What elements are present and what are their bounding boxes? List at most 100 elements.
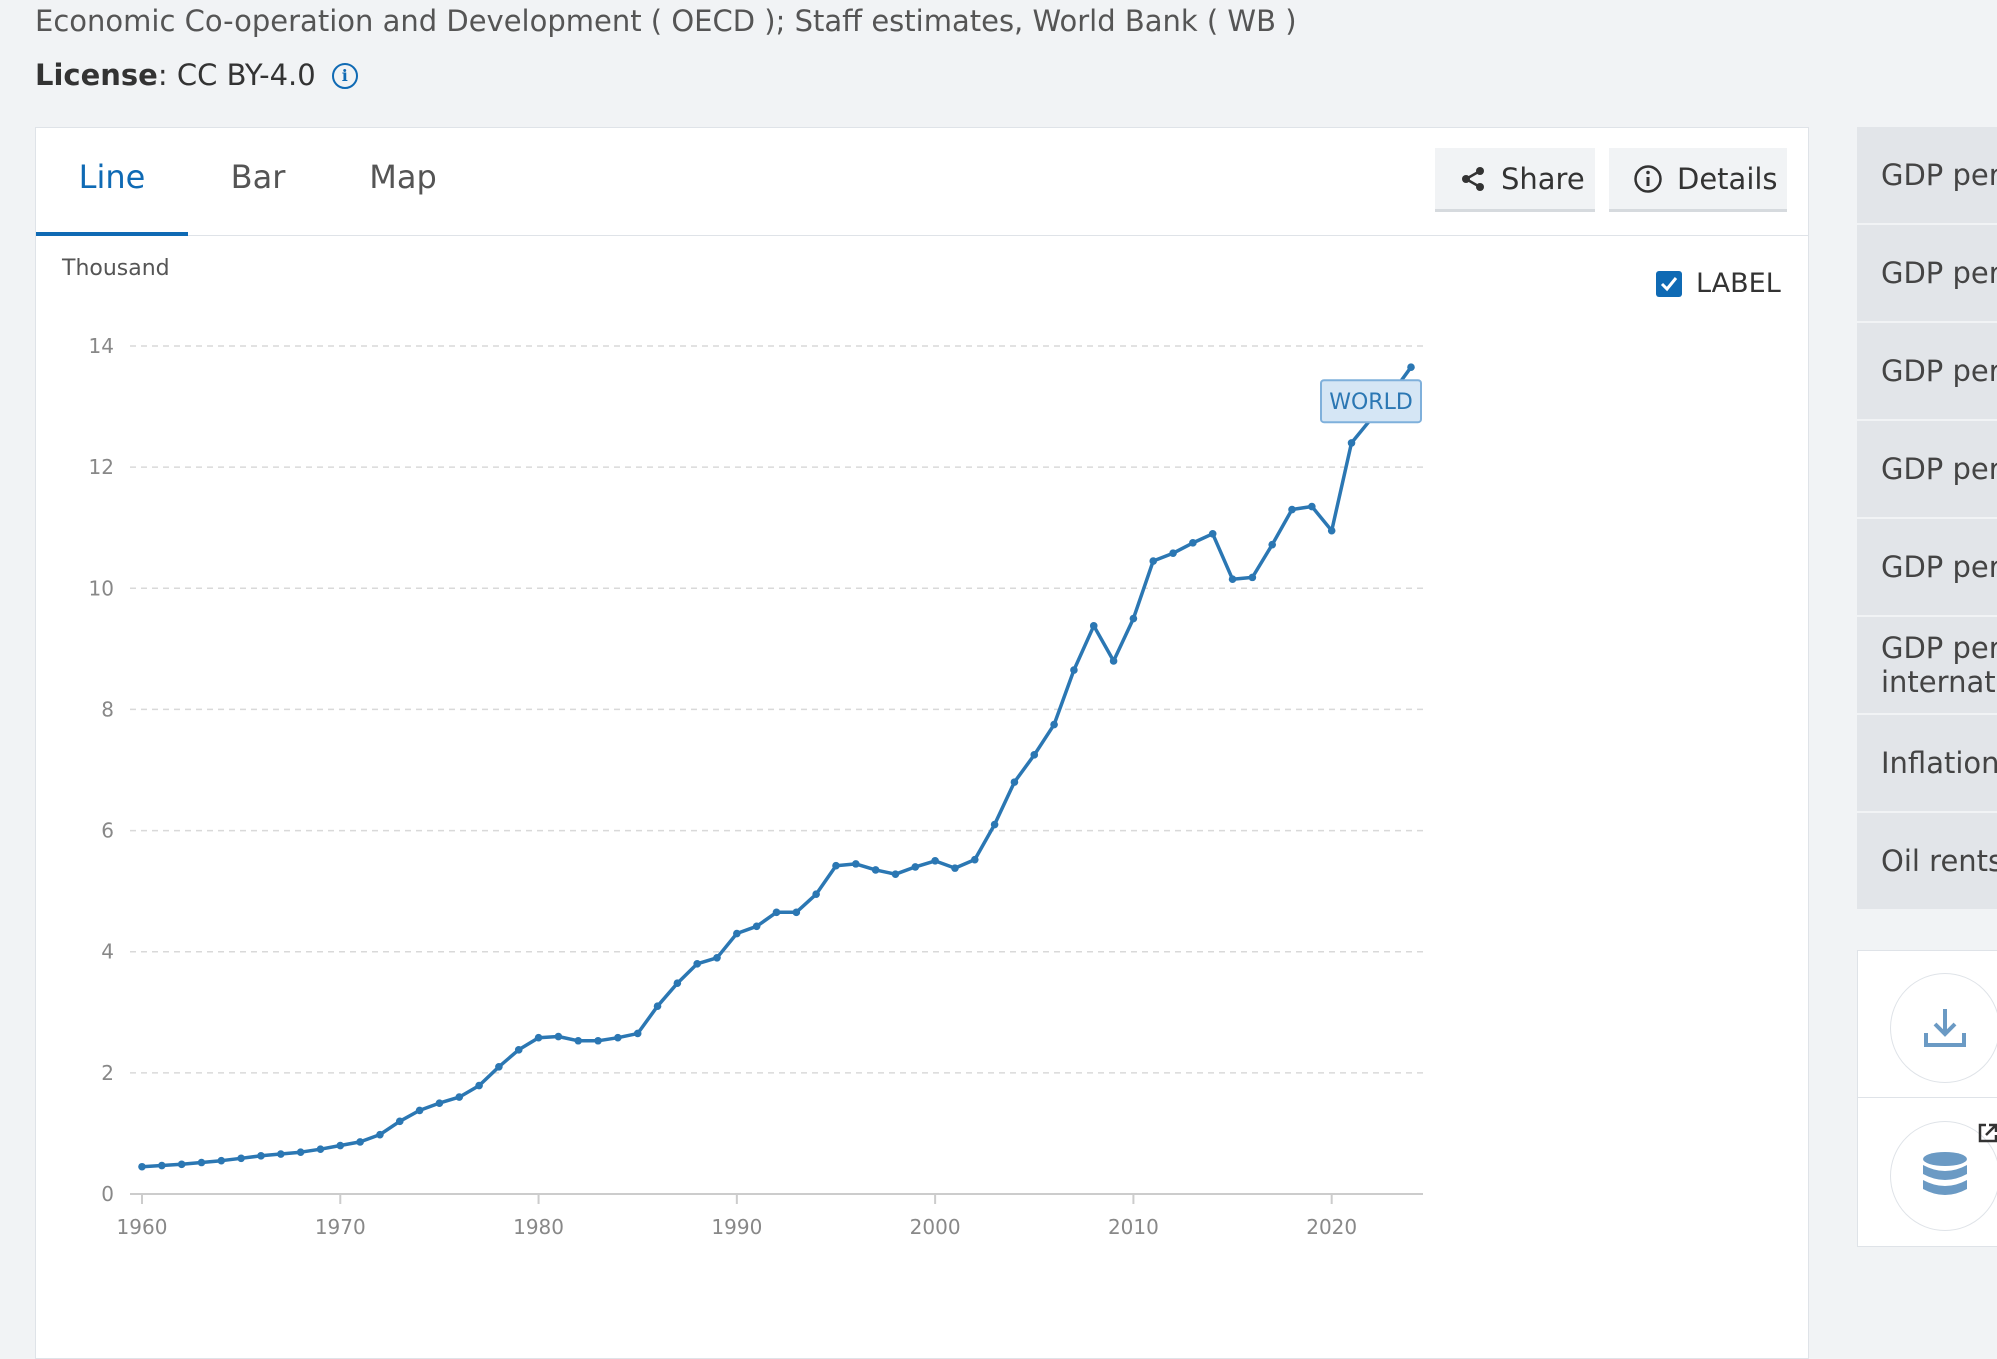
line-chart: 0 2 4 6 8 10 12 14 1960 1970 1980 1990 2000 2010 2020 W… — [89, 334, 1423, 1239]
data-point — [1010, 778, 1019, 786]
data-point — [1248, 573, 1257, 582]
tab-map[interactable]: Map — [369, 158, 437, 196]
details-label: Details — [1677, 161, 1778, 196]
label-checkbox[interactable] — [1656, 270, 1682, 297]
checkmark-icon — [1660, 276, 1678, 291]
series-label-world: WORLD — [1329, 390, 1413, 415]
data-point — [832, 861, 840, 870]
data-point — [871, 866, 880, 874]
sidebar-item[interactable]: GDP per — [1857, 421, 1997, 519]
data-point — [911, 863, 920, 871]
data-point — [356, 1138, 364, 1146]
unit-label: Thousand — [62, 256, 170, 281]
data-point — [138, 1162, 146, 1171]
x-tick-label: 2020 — [1306, 1215, 1357, 1239]
data-point — [237, 1154, 245, 1163]
data-point — [336, 1141, 345, 1150]
data-point — [931, 857, 939, 865]
tools-panel — [1857, 950, 1997, 1247]
sidebar-item[interactable]: GDP per internati — [1857, 617, 1997, 715]
data-point — [376, 1130, 384, 1139]
data-point — [852, 860, 860, 868]
data-point — [435, 1099, 444, 1107]
data-point — [276, 1150, 285, 1158]
x-tick-label: 2000 — [910, 1215, 961, 1239]
sidebar-item[interactable]: GDP per — [1857, 323, 1997, 421]
data-point — [1228, 575, 1237, 583]
sidebar-item[interactable]: GDP per — [1857, 225, 1997, 323]
sidebar-item[interactable]: Inflation, — [1857, 715, 1997, 813]
download-icon — [1924, 1009, 1966, 1047]
details-button[interactable]: Details — [1609, 148, 1787, 212]
info-circle-icon — [1634, 164, 1662, 193]
data-point — [217, 1156, 226, 1165]
sidebar-item[interactable]: GDP per — [1857, 127, 1997, 225]
sidebar-item[interactable]: GDP per — [1857, 519, 1997, 617]
data-point — [415, 1106, 424, 1115]
data-point — [455, 1093, 464, 1101]
data-point — [752, 922, 761, 931]
x-tick-label: 1990 — [711, 1215, 762, 1239]
x-tick-label: 1970 — [315, 1215, 366, 1239]
data-point — [792, 908, 801, 917]
data-point — [316, 1145, 325, 1153]
data-point — [475, 1081, 483, 1090]
data-point — [1288, 505, 1296, 514]
license-label: License — [35, 58, 158, 92]
data-point — [772, 908, 781, 917]
y-tick-label: 10 — [89, 576, 114, 600]
data-point — [990, 820, 999, 829]
data-point — [1089, 622, 1098, 630]
y-tick-label: 12 — [89, 455, 114, 479]
sidebar-item[interactable]: Oil rents — [1857, 813, 1997, 911]
external-link-icon[interactable] — [1976, 1121, 1997, 1145]
data-point — [1050, 720, 1058, 729]
data-point — [713, 953, 721, 962]
data-point — [594, 1036, 602, 1045]
data-point — [733, 929, 741, 938]
data-point — [1129, 614, 1138, 623]
data-point — [296, 1148, 305, 1157]
label-toggle[interactable]: LABEL — [1656, 268, 1781, 299]
y-tick-label: 4 — [101, 940, 114, 964]
data-point — [1109, 657, 1118, 665]
share-button[interactable]: Share — [1435, 148, 1595, 212]
data-point — [633, 1029, 642, 1038]
data-point — [673, 979, 682, 988]
tab-line[interactable]: Line — [36, 128, 188, 236]
data-point — [554, 1032, 563, 1041]
download-button[interactable] — [1890, 973, 1997, 1083]
y-tick-label: 14 — [89, 334, 114, 358]
data-point — [1347, 439, 1356, 447]
data-point — [1208, 529, 1217, 538]
data-point — [495, 1063, 503, 1071]
info-icon[interactable]: i — [331, 63, 358, 89]
data-point — [812, 890, 820, 898]
related-indicators-sidebar: GDP per GDP per GDP per GDP per GDP per … — [1857, 127, 1997, 911]
data-point — [1070, 666, 1078, 674]
series-label-box — [1320, 379, 1422, 424]
y-tick-label: 0 — [101, 1182, 114, 1206]
y-tick-label: 2 — [101, 1061, 114, 1085]
data-point — [1327, 526, 1336, 535]
data-point — [1030, 751, 1039, 759]
data-point — [158, 1161, 166, 1170]
database-icon — [1923, 1152, 1967, 1195]
x-tick-label: 1980 — [513, 1215, 564, 1239]
data-point — [1308, 502, 1316, 511]
data-point — [1169, 549, 1177, 557]
data-point — [514, 1046, 523, 1054]
data-point — [653, 1002, 662, 1011]
data-point — [891, 870, 900, 878]
tab-bar[interactable]: Bar — [230, 158, 286, 196]
databank-button[interactable] — [1890, 1121, 1997, 1231]
label-toggle-text: LABEL — [1696, 268, 1781, 299]
data-point — [1407, 363, 1415, 371]
data-point — [1189, 539, 1197, 547]
x-tick-label: 2010 — [1108, 1215, 1159, 1239]
data-point — [257, 1152, 265, 1160]
y-tick-label: 6 — [101, 819, 114, 843]
chart-panel: Line Bar Map Share Details 0 2 4 6 8 10 12 14 19… — [35, 127, 1809, 1359]
y-tick-label: 8 — [101, 697, 114, 721]
data-point — [395, 1117, 404, 1126]
